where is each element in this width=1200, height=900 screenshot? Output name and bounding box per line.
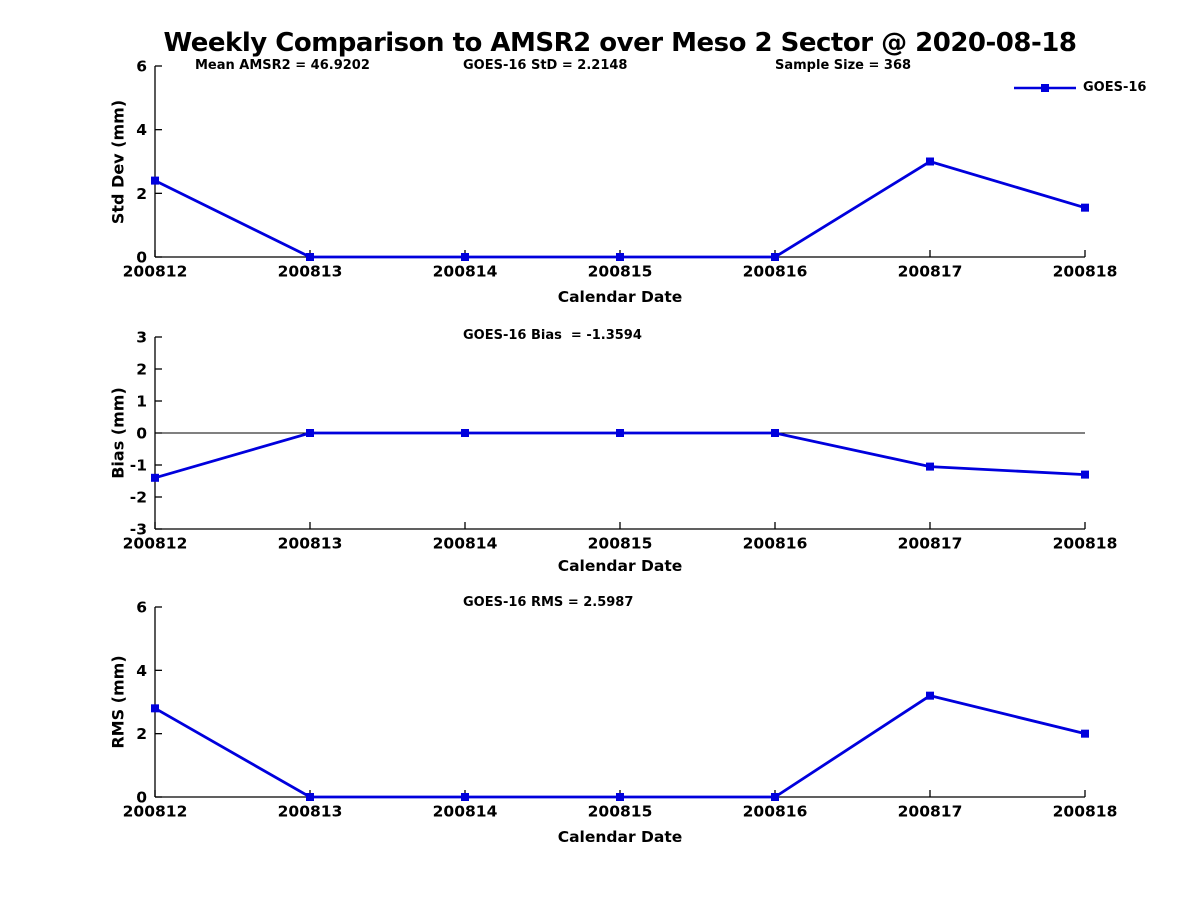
data-point-marker — [461, 793, 469, 801]
data-point-marker — [616, 429, 624, 437]
annotation-goes16-rms: GOES-16 RMS = 2.5987 — [463, 595, 634, 610]
x-tick-label: 200814 — [433, 535, 498, 553]
x-tick-label: 200817 — [898, 803, 963, 821]
x-tick-label: 200816 — [743, 263, 808, 281]
y-tick-label: 4 — [136, 662, 147, 680]
data-point-marker — [461, 253, 469, 261]
y-axis-label-bias: Bias (mm) — [108, 387, 128, 479]
y-tick-label: -1 — [130, 457, 147, 475]
x-tick-label: 200814 — [433, 803, 498, 821]
data-point-marker — [306, 429, 314, 437]
data-point-marker — [306, 253, 314, 261]
annotation-sample-size: Sample Size = 368 — [775, 58, 912, 73]
data-point-marker — [461, 429, 469, 437]
annotation-goes16-std: GOES-16 StD = 2.2148 — [463, 58, 628, 73]
y-tick-label: -3 — [130, 521, 147, 539]
data-point-marker — [151, 473, 159, 482]
data-line-goes-16 — [154, 694, 1086, 799]
y-tick-label: 2 — [136, 725, 147, 743]
data-point-marker — [1081, 203, 1089, 212]
subplot-std-dev: 0 2 4 6 200812 200813 200814 200815 200816 200817… — [123, 58, 1118, 281]
x-tick-label: 200817 — [898, 263, 963, 281]
x-tick-label: 200816 — [743, 803, 808, 821]
x-tick-label: 200813 — [278, 535, 343, 553]
x-tick-label: 200812 — [123, 535, 188, 553]
data-point-marker — [151, 704, 159, 713]
legend-label: GOES-16 — [1083, 80, 1147, 95]
x-tick-label: 200814 — [433, 263, 498, 281]
x-tick-label: 200813 — [278, 263, 343, 281]
data-point-marker — [771, 429, 779, 437]
legend-line-icon — [1014, 83, 1076, 92]
x-tick-label: 200815 — [588, 803, 653, 821]
data-point-marker — [616, 253, 624, 261]
x-tick-label: 200813 — [278, 803, 343, 821]
data-line-goes-16 — [154, 159, 1086, 259]
data-point-marker — [926, 157, 934, 166]
subplot-rms: 0 2 4 6 200812 200813 200814 200815 200816 200817… — [123, 599, 1118, 821]
x-tick-label: 200817 — [898, 535, 963, 553]
y-tick-label: 0 — [136, 249, 147, 267]
x-tick-label: 200812 — [123, 263, 188, 281]
x-tick-label: 200815 — [588, 263, 653, 281]
data-point-marker — [306, 793, 314, 801]
y-axis-label-rms: RMS (mm) — [108, 655, 128, 749]
data-point-marker — [151, 176, 159, 185]
x-tick-label: 200818 — [1053, 803, 1118, 821]
y-tick-label: 1 — [136, 393, 147, 411]
page-title: Weekly Comparison to AMSR2 over Meso 2 S… — [163, 28, 1077, 58]
x-tick-label: 200812 — [123, 803, 188, 821]
y-tick-label: 2 — [136, 361, 147, 379]
legend: GOES-16 — [1014, 80, 1146, 95]
y-tick-label: 2 — [136, 185, 147, 203]
data-point-marker — [771, 793, 779, 801]
x-tick-label: 200815 — [588, 535, 653, 553]
x-axis-label-calendar-date: Calendar Date — [557, 828, 683, 846]
annotation-goes16-bias: GOES-16 Bias = -1.3594 — [463, 328, 642, 343]
y-tick-label: 6 — [136, 599, 147, 617]
y-tick-label: 0 — [136, 425, 147, 443]
x-tick-label: 200816 — [743, 535, 808, 553]
x-tick-label: 200818 — [1053, 263, 1118, 281]
x-axis-label-calendar-date: Calendar Date — [557, 288, 683, 306]
data-point-marker — [926, 462, 934, 471]
x-tick-label: 200818 — [1053, 535, 1118, 553]
data-point-marker — [926, 691, 934, 700]
y-axis-label-std-dev: Std Dev (mm) — [108, 99, 128, 225]
data-point-marker — [771, 253, 779, 261]
y-tick-label: -2 — [130, 489, 147, 507]
y-tick-label: 3 — [136, 329, 147, 347]
data-point-marker — [616, 793, 624, 801]
y-tick-label: 0 — [136, 789, 147, 807]
y-tick-label: 4 — [136, 121, 147, 139]
data-point-marker — [1081, 470, 1089, 479]
data-line-goes-16 — [154, 431, 1086, 480]
x-axis-label-calendar-date: Calendar Date — [557, 557, 683, 575]
data-point-marker — [1081, 729, 1089, 738]
annotation-mean-amsr2: Mean AMSR2 = 46.9202 — [195, 58, 370, 73]
y-tick-label: 6 — [136, 58, 147, 76]
